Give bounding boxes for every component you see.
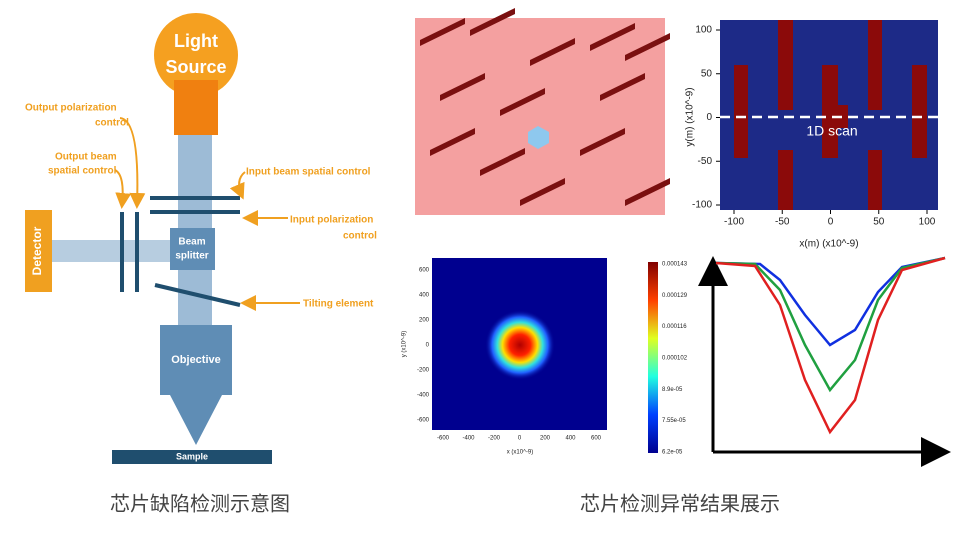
block: [580, 128, 625, 156]
label: Tilting element: [303, 299, 374, 310]
x-tick-label: 0: [518, 436, 522, 442]
label: Source: [165, 57, 226, 77]
caption: 芯片缺陷检测示意图: [110, 492, 290, 515]
y-tick-label: 50: [701, 68, 713, 79]
colorbar-label: 0.000143: [662, 262, 688, 268]
label: Output beam: [55, 152, 117, 163]
objective: [160, 325, 232, 445]
colorbar-label: 7.55e-05: [662, 418, 686, 424]
x-tick-label: 0: [828, 217, 834, 228]
colorbar-label: 0.000116: [662, 324, 687, 330]
scan-plot: 1D scan y(m) (x10^-9) x(m) (x10^-9) 100 5…: [685, 20, 938, 250]
label: Detector: [30, 226, 44, 275]
x-tick-label: -100: [724, 217, 744, 228]
render-3d: [415, 8, 670, 215]
axis-label: y(m) (x10^-9): [685, 87, 696, 146]
beam-splitter: [170, 228, 215, 270]
y-tick-label: -600: [417, 418, 430, 424]
x-tick-label: -200: [488, 436, 501, 442]
x-tick-label: 600: [591, 436, 602, 442]
label: Input beam spatial control: [246, 167, 371, 178]
block: [590, 23, 635, 51]
block: [530, 38, 575, 66]
x-tick-label: -400: [462, 436, 475, 442]
profiles: [715, 256, 946, 435]
y-tick-label: -200: [417, 368, 430, 374]
block: [430, 128, 475, 156]
label: Beam: [178, 237, 205, 248]
block: [625, 178, 670, 206]
detector: [25, 210, 52, 292]
caption: 芯片检测异常结果展示: [580, 492, 780, 515]
y-tick-label: -400: [417, 393, 430, 399]
y-tick-label: -100: [692, 200, 712, 211]
block: [420, 18, 465, 46]
heatmap: x (x10^-9) y (x10^-9) -600 -400 -200 0 200 40…: [402, 258, 688, 456]
label: spatial control: [48, 166, 117, 177]
spot: [485, 310, 555, 380]
y-tick-label: 100: [695, 25, 712, 36]
colorbar: [648, 262, 658, 453]
colorbar-label: 8.9e-05: [662, 387, 683, 393]
optics: [120, 196, 241, 307]
axis-label: y (x10^-9): [402, 331, 408, 358]
annotation: 1D scan: [806, 123, 857, 139]
label: control: [343, 231, 377, 242]
colorbar-label: 6.2e-05: [662, 449, 683, 455]
beam: [52, 240, 178, 262]
colorbar-label: 0.000102: [662, 355, 688, 361]
y-tick-label: 600: [419, 268, 430, 274]
colorbar-label: 0.000129: [662, 293, 688, 299]
label: Output polarization: [25, 103, 117, 114]
sample: [112, 450, 272, 464]
block: [625, 33, 670, 61]
bulb-base: [174, 80, 218, 135]
optical-diagram: Light Source Detector Beam splitter Obje…: [25, 13, 377, 464]
x-tick-label: 100: [919, 217, 936, 228]
x-tick-label: 400: [565, 436, 576, 442]
label: splitter: [175, 251, 208, 262]
label: Input polarization: [290, 215, 373, 226]
profile-chart: [698, 256, 951, 467]
block: [480, 148, 525, 176]
block: [600, 73, 645, 101]
axis-label: x(m) (x10^-9): [799, 239, 858, 250]
label: Sample: [176, 451, 208, 461]
arrows: [114, 117, 300, 311]
y-tick-label: -50: [698, 156, 713, 167]
label: Light: [174, 31, 218, 51]
y-tick-label: 200: [419, 318, 430, 324]
x-tick-label: 50: [873, 217, 885, 228]
x-tick-label: -50: [775, 217, 790, 228]
y-tick-label: 400: [419, 293, 430, 299]
axis-label: x (x10^-9): [507, 450, 534, 456]
defects: [734, 20, 927, 210]
y-tick-label: 0: [426, 343, 430, 349]
block: [470, 8, 515, 36]
x-tick-label: 200: [540, 436, 551, 442]
label: control: [95, 118, 129, 129]
block: [500, 88, 545, 116]
bulb: [154, 13, 238, 97]
x-tick-label: -600: [437, 436, 450, 442]
label: Objective: [171, 354, 221, 366]
y-tick-label: 0: [706, 112, 712, 123]
block: [440, 73, 485, 101]
block: [520, 178, 565, 206]
